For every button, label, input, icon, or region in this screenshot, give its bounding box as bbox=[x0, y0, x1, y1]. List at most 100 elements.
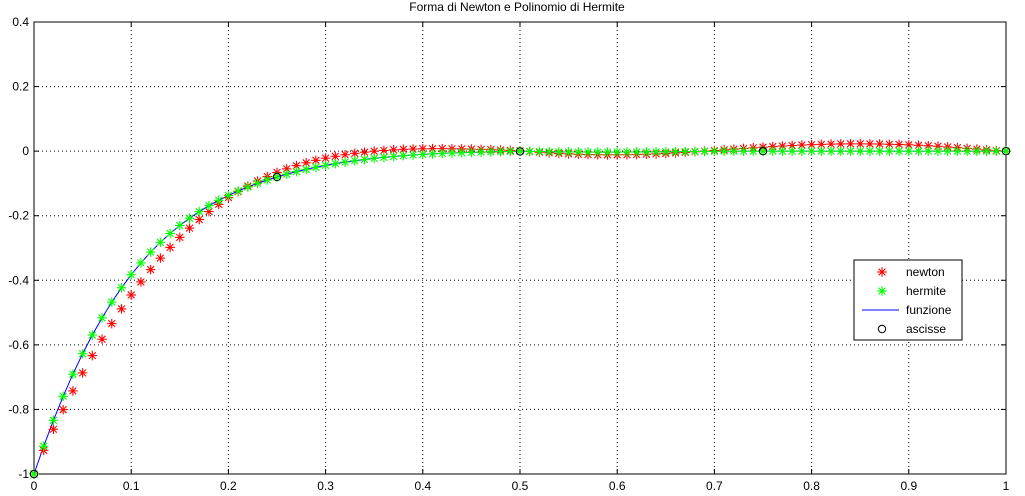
series-hermite-point-d2 bbox=[107, 298, 116, 306]
series-hermite-point-d2 bbox=[30, 470, 38, 478]
series-hermite-point bbox=[136, 258, 146, 268]
series-hermite-point bbox=[534, 146, 545, 157]
series-hermite-point-d2 bbox=[214, 196, 223, 205]
series-hermite-point-d2 bbox=[943, 147, 952, 155]
series-hermite-point bbox=[699, 146, 710, 157]
series-hermite-point-d2 bbox=[370, 154, 378, 163]
series-hermite-point-d2 bbox=[623, 148, 631, 156]
legend-ascisse-marker bbox=[877, 324, 887, 334]
series-newton-point bbox=[126, 290, 136, 300]
series-hermite-point bbox=[495, 146, 506, 157]
series-hermite-point bbox=[175, 220, 185, 231]
x-tick-label: 0 bbox=[31, 479, 38, 493]
series-newton-point-d2 bbox=[88, 351, 97, 360]
series-newton-point-d2 bbox=[360, 148, 369, 156]
series-newton-point-d2 bbox=[302, 159, 310, 167]
y-tick-label: -1 bbox=[18, 467, 29, 481]
series-hermite-point bbox=[116, 283, 127, 293]
series-newton-point-d2 bbox=[399, 145, 408, 154]
series-newton-point-d2 bbox=[107, 319, 116, 328]
x-tick-label: 0.6 bbox=[609, 479, 626, 493]
series-hermite-point-d2 bbox=[205, 201, 213, 210]
series-hermite-point-d2 bbox=[409, 151, 417, 159]
x-tick-label: 0.8 bbox=[803, 479, 820, 493]
series-hermite-point-d2 bbox=[681, 147, 690, 156]
series-hermite-point bbox=[641, 147, 652, 157]
series-hermite-point-d2 bbox=[963, 147, 971, 155]
series-hermite-point-d2 bbox=[331, 159, 340, 168]
series-newton-point-d2 bbox=[389, 146, 398, 154]
series-hermite-point-d2 bbox=[593, 148, 602, 156]
series-hermite-point bbox=[622, 147, 632, 157]
series-hermite-point bbox=[330, 158, 341, 169]
series-hermite-point-d2 bbox=[749, 147, 758, 155]
series-hermite-point-d2 bbox=[399, 151, 408, 160]
series-hermite-point-d2 bbox=[662, 147, 670, 156]
series-newton-point-d2 bbox=[176, 233, 184, 242]
series-ascisse-point bbox=[758, 146, 768, 156]
y-tick-label: 0 bbox=[22, 144, 29, 158]
series-hermite-point-d2 bbox=[992, 147, 1001, 155]
series-hermite-point-d2 bbox=[973, 147, 981, 155]
series-hermite-point-d2 bbox=[39, 442, 48, 450]
series-newton-point-d2 bbox=[137, 278, 145, 286]
series-newton-point bbox=[175, 232, 185, 243]
series-hermite-point-d2 bbox=[1002, 147, 1010, 155]
series-hermite-point bbox=[379, 152, 389, 163]
series-hermite-point-d2 bbox=[710, 147, 719, 156]
series-hermite-point-d2 bbox=[914, 147, 923, 155]
series-hermite-point bbox=[476, 147, 486, 157]
series-newton-point-d2 bbox=[914, 141, 923, 150]
series-hermite-point bbox=[68, 369, 78, 379]
series-hermite-point bbox=[408, 150, 418, 160]
series-hermite-point-d2 bbox=[185, 214, 194, 222]
series-hermite-point bbox=[427, 149, 438, 159]
series-hermite-point bbox=[845, 146, 856, 156]
series-hermite-point-d2 bbox=[69, 370, 77, 378]
series-hermite-point bbox=[320, 160, 331, 171]
series-hermite-point-d2 bbox=[176, 221, 184, 230]
grid-layer bbox=[34, 22, 1006, 474]
series-hermite-point-d2 bbox=[768, 147, 777, 155]
series-hermite-point-d2 bbox=[78, 349, 87, 358]
series-hermite-point-d2 bbox=[496, 147, 505, 156]
series-hermite-point-d2 bbox=[350, 156, 359, 165]
series-hermite-point bbox=[787, 146, 797, 156]
series-hermite-point-d2 bbox=[798, 147, 806, 155]
series-newton-point-d2 bbox=[380, 146, 388, 155]
series-newton-point bbox=[155, 253, 166, 263]
series-hermite-point bbox=[592, 147, 603, 157]
series-hermite-point bbox=[369, 153, 379, 164]
series-newton-point-d2 bbox=[156, 254, 165, 262]
y-tick-label: -0.2 bbox=[8, 209, 29, 223]
series-hermite-point-d2 bbox=[603, 148, 612, 156]
series-hermite-point bbox=[923, 146, 934, 156]
series-hermite-point bbox=[855, 146, 865, 156]
series-hermite-point bbox=[563, 147, 574, 157]
series-hermite-point-d2 bbox=[88, 331, 97, 339]
series-newton-point-d2 bbox=[78, 369, 87, 377]
series-hermite-point bbox=[223, 190, 234, 201]
y-tick-label: 0.2 bbox=[12, 80, 29, 94]
series-hermite-point-d2 bbox=[419, 150, 427, 159]
series-hermite-point bbox=[262, 175, 273, 185]
series-hermite-point-d2 bbox=[195, 207, 204, 216]
series-hermite-point bbox=[865, 146, 875, 156]
series-hermite-point bbox=[670, 146, 681, 157]
series-hermite-point-d2 bbox=[642, 148, 651, 156]
chart-title: Forma di Newton e Polinomio di Hermite bbox=[409, 0, 625, 14]
series-hermite-point-d2 bbox=[953, 147, 962, 155]
series-hermite-point bbox=[835, 146, 846, 156]
series-hermite-point bbox=[806, 146, 817, 156]
series-hermite-point-d2 bbox=[856, 147, 864, 155]
series-hermite-point-d2 bbox=[234, 187, 242, 195]
series-hermite-point-d2 bbox=[895, 147, 903, 155]
series-hermite-point bbox=[933, 146, 943, 156]
series-hermite-point bbox=[311, 162, 321, 173]
series-hermite-point-d2 bbox=[691, 147, 699, 156]
series-hermite-point bbox=[272, 172, 282, 182]
series-hermite-point-d2 bbox=[934, 147, 942, 155]
series-newton-point bbox=[97, 334, 107, 345]
legend-hermite-marker-d2 bbox=[878, 287, 886, 295]
series-hermite-point bbox=[38, 441, 49, 452]
